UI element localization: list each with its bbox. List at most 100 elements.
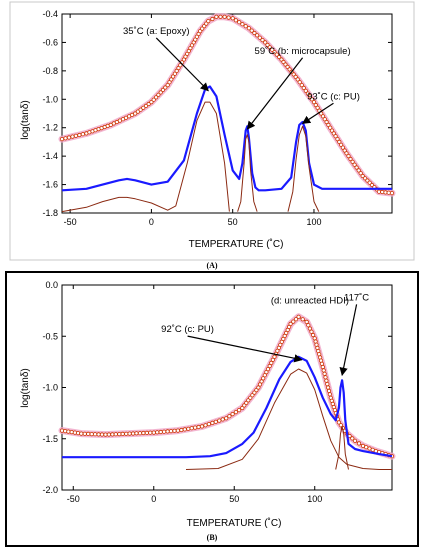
annotation-label: 93˚C (c: PU) [307,91,360,102]
data-point [120,431,125,436]
data-point [300,317,305,322]
data-point [261,376,266,381]
panel-a-xlabel: TEMPERATURE (˚C) [189,238,284,250]
data-point [306,323,311,328]
data-point [299,83,304,88]
data-point [93,432,98,437]
x-tick-label: 100 [307,494,322,504]
data-point [255,33,260,38]
y-tick-label: -2.0 [42,485,58,495]
data-point [218,14,223,19]
data-point [113,432,118,437]
series-line-4 [287,125,320,212]
data-point [356,441,362,446]
data-point [168,428,174,434]
data-point [176,65,181,71]
data-point [167,80,172,85]
y-tick-label: -1.8 [42,208,58,218]
data-point [324,378,329,383]
data-point [256,385,261,390]
annotation-arrow [301,102,334,124]
data-point [135,109,140,114]
annotation-arrow [339,304,358,377]
panel-a-border [9,1,415,261]
data-point [106,432,112,437]
data-point [182,427,187,432]
data-point [321,368,326,373]
annotation-arrow [155,37,209,92]
data-point [310,332,316,338]
data-point [350,159,355,164]
data-point [174,68,179,74]
data-point [127,431,132,436]
data-point [276,54,282,60]
x-tick-label: 100 [306,217,321,227]
data-point [248,395,253,400]
data-point [320,114,326,119]
x-tick-label: -50 [67,494,80,504]
data-point [338,142,344,147]
data-point [327,392,332,397]
data-point [186,426,191,431]
data-point [265,42,270,48]
y-tick-label: -0.6 [42,37,58,47]
data-point [267,45,272,50]
series-halo [58,13,396,197]
data-point [305,91,310,96]
data-point [249,28,254,33]
y-tick-label: -1.6 [42,180,58,190]
data-point [213,419,218,424]
data-point [178,63,183,68]
data-point [358,171,363,176]
data-point [66,135,72,140]
data-point [344,151,349,156]
data-point [386,190,391,195]
data-point [311,100,317,105]
data-point [103,432,108,437]
data-point [63,136,68,141]
data-point [340,145,345,150]
data-point [252,30,257,36]
data-point [297,80,302,85]
data-point [158,90,163,95]
data-point [230,16,235,21]
data-point [354,165,359,170]
data-point [158,429,163,435]
data-point [131,431,136,436]
annotation-label: 59˚C (b: microcapsule) [255,46,351,57]
data-point [149,100,154,105]
data-point [350,436,355,441]
data-point [320,364,325,370]
data-point [80,132,86,137]
data-point [309,329,314,334]
data-point [66,429,71,434]
data-point [138,107,143,112]
data-point [237,407,242,413]
data-point [356,168,361,173]
data-point [274,52,279,57]
series-line-2 [61,101,230,213]
x-tick-label: 0 [151,494,156,504]
panel-b-ylabel: log(tanδ) [20,368,31,407]
data-point [352,438,358,443]
data-point [293,317,299,322]
data-point [96,432,101,437]
data-point [179,427,184,433]
y-tick-label: -1.2 [42,123,58,133]
data-point [133,111,138,116]
data-point [222,14,227,19]
data-point [309,97,314,102]
panel-b-label: (B) [207,533,218,542]
data-point [389,191,395,196]
data-point [304,319,309,324]
data-point [329,128,335,133]
data-point [141,430,146,436]
data-point [117,431,122,437]
data-point [270,47,275,52]
data-point [124,431,129,436]
panel-a-ylabel: log(tanδ) [20,100,31,139]
data-point [335,137,340,142]
data-point [217,418,222,423]
x-tick-label: 50 [228,217,238,227]
